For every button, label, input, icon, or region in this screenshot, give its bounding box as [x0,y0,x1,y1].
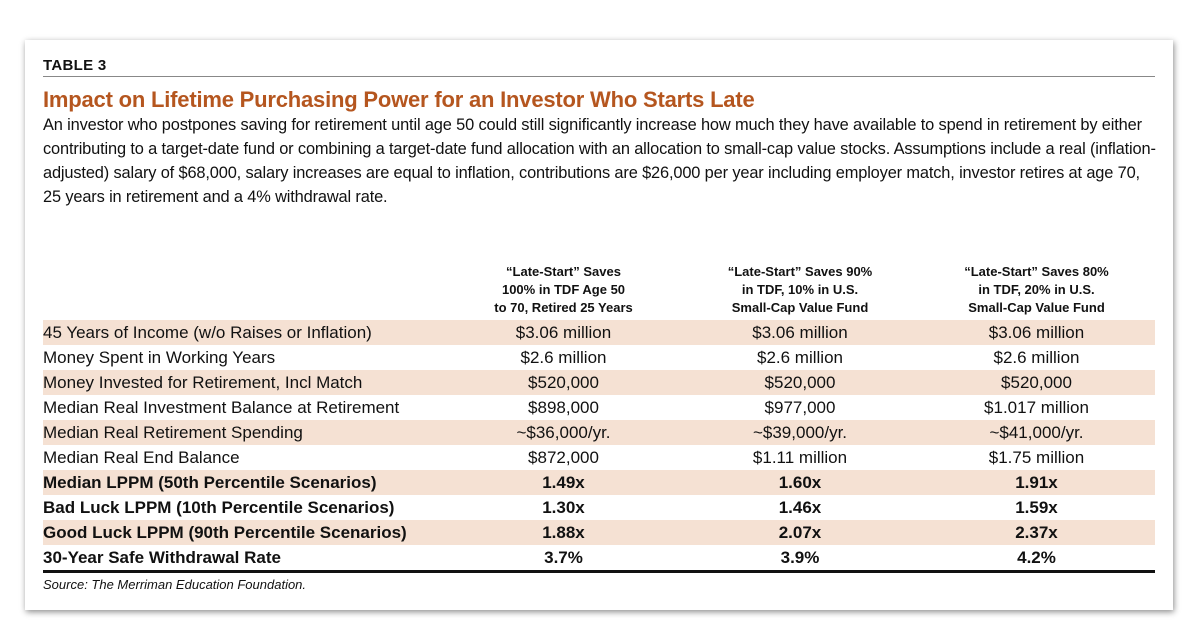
cell-value: $3.06 million [918,320,1155,345]
header-cell: “Late-Start” Saves 80% in TDF, 20% in U.S… [918,263,1155,320]
row-label: Bad Luck LPPM (10th Percentile Scenarios… [43,497,395,517]
cell-value: $872,000 [528,447,599,467]
row-label: Money Spent in Working Years [43,347,276,367]
cell-value: 1.91x [918,470,1155,495]
header-cell: “Late-Start” Saves 100% in TDF Age 50 to 7… [445,263,682,320]
cell-value: $2.6 million [520,347,607,367]
cell-value: 3.7% [445,545,682,573]
table-row: Median Real Retirement Spending ~$36,000/… [43,420,1155,445]
table-row: Median Real End Balance $872,000 $1.11 mil… [43,445,1155,470]
header-line: “Late-Start” Saves 80% [964,264,1109,279]
cell-value: $1.11 million [752,447,848,467]
cell-value: 1.60x [682,470,918,495]
table-row: Bad Luck LPPM (10th Percentile Scenarios… [43,495,1155,520]
cell-value: 2.37x [918,520,1155,545]
cell-value: $1.017 million [984,397,1089,417]
row-label: 30-Year Safe Withdrawal Rate [43,545,445,573]
data-table: “Late-Start” Saves 100% in TDF Age 50 to 7… [43,263,1155,573]
header-line: to 70, Retired 25 Years [494,300,633,315]
row-label: Money Invested for Retirement, Incl Matc… [43,370,445,395]
cell-value: 2.07x [682,520,918,545]
header-line: 100% in TDF Age 50 [501,282,626,297]
table-label: TABLE 3 [43,57,107,74]
table-title: Impact on Lifetime Purchasing Power for … [43,87,755,112]
table-row: Median Real Investment Balance at Retire… [43,395,1155,420]
cell-value: $520,000 [682,370,918,395]
row-label: Median Real End Balance [43,447,240,467]
cell-value: $520,000 [445,370,682,395]
cell-value: 1.49x [445,470,682,495]
cell-value: ~$36,000/yr. [445,420,682,445]
table-row: 45 Years of Income (w/o Raises or Inflat… [43,320,1155,345]
cell-value: 1.30x [542,497,585,517]
header-line: “Late-Start” Saves 90% [727,264,873,279]
cell-value: $520,000 [918,370,1155,395]
cell-value: $3.06 million [682,320,918,345]
header-line: “Late-Start” Saves [506,264,621,279]
row-label: Good Luck LPPM (90th Percentile Scenario… [43,520,445,545]
cell-value: 1.59x [1015,497,1058,517]
source-note: Source: The Merriman Education Foundatio… [43,577,307,592]
cell-value: 1.46x [778,497,822,517]
description: An investor who postpones saving for ret… [43,116,1156,206]
header-line: in TDF, 20% in U.S. [978,282,1095,297]
cell-value: 3.9% [682,545,918,573]
divider [43,76,1155,77]
header-line: Small-Cap Value Fund [731,300,869,315]
cell-value: 1.88x [445,520,682,545]
table-card: TABLE 3 Impact on Lifetime Purchasing Po… [25,40,1173,610]
header-cell [43,263,445,320]
table-row: Money Spent in Working Years $2.6 million… [43,345,1155,370]
table-row: Good Luck LPPM (90th Percentile Scenario… [43,520,1155,545]
cell-value: 4.2% [918,545,1155,573]
cell-value: $898,000 [528,397,599,417]
cell-value: $3.06 million [445,320,682,345]
cell-value: $977,000 [764,397,836,417]
header-line: in TDF, 10% in U.S. [741,282,859,297]
header-row: “Late-Start” Saves 100% in TDF Age 50 to 7… [43,263,1155,320]
cell-value: ~$39,000/yr. [682,420,918,445]
cell-value: ~$41,000/yr. [918,420,1155,445]
cell-value: $1.75 million [988,447,1085,467]
header-line: Small-Cap Value Fund [968,300,1105,315]
table-row: Median LPPM (50th Percentile Scenarios) 1… [43,470,1155,495]
header-cell: “Late-Start” Saves 90% in TDF, 10% in U.S… [682,263,918,320]
row-label: Median LPPM (50th Percentile Scenarios) [43,470,445,495]
row-label: Median Real Investment Balance at Retire… [43,397,400,417]
cell-value: $2.6 million [757,347,843,367]
table-row: Money Invested for Retirement, Incl Matc… [43,370,1155,395]
table-body: 45 Years of Income (w/o Raises or Inflat… [43,320,1155,573]
cell-value: $2.6 million [993,347,1080,367]
row-label: Median Real Retirement Spending [43,420,445,445]
table-row: 30-Year Safe Withdrawal Rate 3.7% 3.9% 4.2% [43,545,1155,573]
row-label: 45 Years of Income (w/o Raises or Inflat… [43,320,445,345]
